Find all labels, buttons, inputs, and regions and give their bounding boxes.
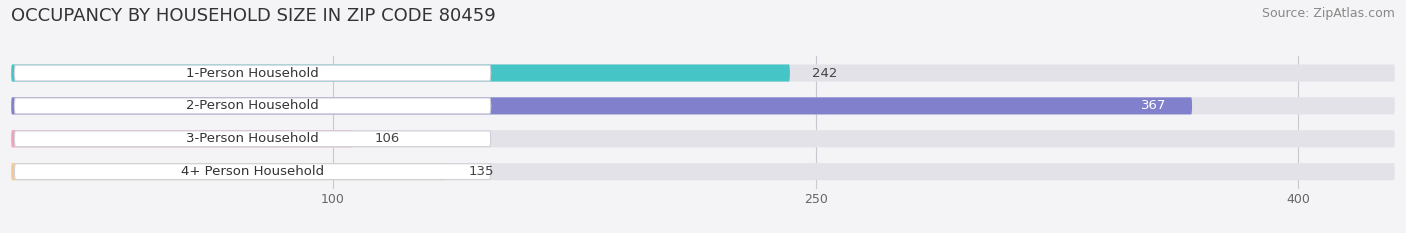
Text: 106: 106 (375, 132, 401, 145)
Text: 135: 135 (468, 165, 494, 178)
FancyBboxPatch shape (11, 65, 790, 82)
FancyBboxPatch shape (11, 65, 1395, 82)
Text: Source: ZipAtlas.com: Source: ZipAtlas.com (1261, 7, 1395, 20)
FancyBboxPatch shape (14, 164, 491, 179)
FancyBboxPatch shape (11, 130, 353, 147)
FancyBboxPatch shape (11, 97, 1192, 114)
FancyBboxPatch shape (14, 98, 491, 114)
FancyBboxPatch shape (11, 130, 1395, 147)
Text: OCCUPANCY BY HOUSEHOLD SIZE IN ZIP CODE 80459: OCCUPANCY BY HOUSEHOLD SIZE IN ZIP CODE … (11, 7, 496, 25)
FancyBboxPatch shape (11, 163, 1395, 180)
FancyBboxPatch shape (14, 131, 491, 147)
Text: 1-Person Household: 1-Person Household (186, 66, 319, 79)
Text: 4+ Person Household: 4+ Person Household (181, 165, 325, 178)
FancyBboxPatch shape (11, 97, 1395, 114)
Text: 242: 242 (813, 66, 838, 79)
Text: 2-Person Household: 2-Person Household (186, 99, 319, 112)
FancyBboxPatch shape (14, 65, 491, 81)
Text: 367: 367 (1140, 99, 1167, 112)
Text: 3-Person Household: 3-Person Household (186, 132, 319, 145)
FancyBboxPatch shape (11, 163, 446, 180)
